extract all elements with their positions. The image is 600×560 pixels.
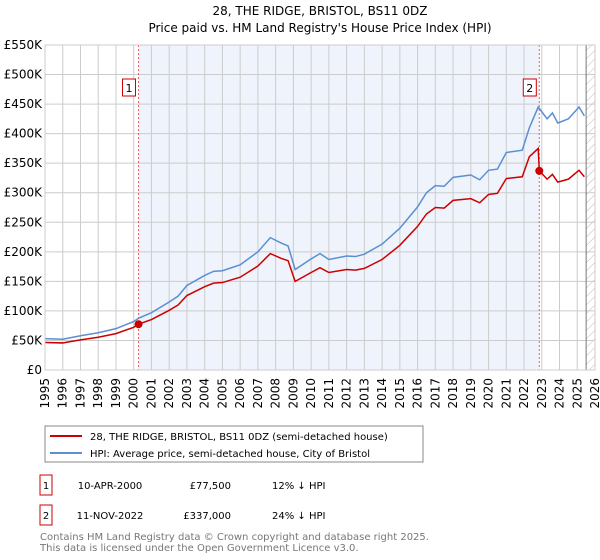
x-tick-label: 2010 (304, 378, 318, 409)
sale-price: £337,000 (183, 511, 231, 522)
sale-point (134, 320, 143, 329)
plot-border (44, 44, 596, 371)
y-tick-label: £500K (4, 68, 44, 82)
legend-price: 28, THE RIDGE, BRISTOL, BS11 0DZ (semi-d… (90, 432, 388, 443)
y-tick-label: £300K (4, 186, 44, 200)
sale-price: £77,500 (190, 481, 231, 492)
y-tick-label: £250K (4, 215, 44, 229)
x-tick-label: 2017 (428, 378, 442, 409)
x-tick-label: 2005 (215, 378, 229, 409)
x-tick-label: 2023 (535, 378, 549, 409)
x-tick-label: 1995 (38, 378, 52, 409)
sale-hpi: 24% ↓ HPI (272, 511, 325, 522)
sale-marker: 2 (43, 511, 49, 522)
x-tick-label: 2012 (340, 378, 354, 409)
legend-hpi: HPI: Average price, semi-detached house,… (90, 449, 370, 460)
x-tick-label: 2025 (570, 378, 584, 409)
x-tick-label: 2011 (322, 378, 336, 409)
sale-date: 11-NOV-2022 (77, 511, 144, 522)
x-tick-label: 2008 (269, 378, 283, 409)
sale-date: 10-APR-2000 (78, 481, 143, 492)
x-tick-label: 2022 (517, 378, 531, 409)
y-tick-label: £100K (4, 304, 44, 318)
chart-subtitle: Price paid vs. HM Land Registry's House … (148, 21, 491, 35)
y-tick-label: £150K (4, 274, 44, 288)
y-tick-label: £350K (4, 156, 44, 170)
chart-title: 28, THE RIDGE, BRISTOL, BS11 0DZ (213, 4, 428, 18)
hpi-line (44, 105, 585, 341)
sale-label-box (122, 78, 136, 97)
legend: 28, THE RIDGE, BRISTOL, BS11 0DZ (semi-d… (44, 425, 424, 463)
sale-label-box (522, 78, 537, 97)
x-tick-label: 2019 (464, 378, 478, 409)
x-tick-label: 2013 (357, 378, 371, 409)
sale-row: 2 11-NOV-2022 £337,000 24% ↓ HPI (39, 504, 325, 526)
x-tick-label: 2020 (482, 378, 496, 409)
x-tick-label: 2026 (588, 378, 600, 409)
x-tick-label: 2024 (553, 378, 567, 409)
x-tick-label: 2001 (144, 378, 158, 409)
y-tick-label: £450K (4, 97, 44, 111)
sale-row: 1 10-APR-2000 £77,500 12% ↓ HPI (39, 474, 325, 496)
x-tick-label: 2009 (286, 378, 300, 409)
y-tick-label: £550K (4, 38, 44, 52)
x-tick-label: 2006 (233, 378, 247, 409)
sale-marker: 1 (43, 481, 49, 492)
footer-line-2: This data is licensed under the Open Gov… (39, 543, 359, 554)
x-tick-label: 1998 (91, 378, 105, 409)
hatched-future-region (586, 45, 595, 370)
x-tick-label: 1996 (56, 378, 70, 409)
shaded-ownership-period (138, 45, 540, 370)
x-tick-label: 1999 (109, 378, 123, 409)
y-tick-label: £0 (27, 363, 42, 377)
y-tick-label: £200K (4, 245, 44, 259)
x-tick-label: 2000 (127, 378, 141, 409)
footer-line-1: Contains HM Land Registry data © Crown c… (40, 532, 429, 543)
x-tick-label: 2015 (393, 378, 407, 409)
x-tick-label: 2004 (198, 378, 212, 409)
x-tick-label: 2021 (499, 378, 513, 409)
x-tick-label: 1997 (73, 378, 87, 409)
sale-label: 2 (526, 82, 533, 95)
x-tick-label: 2007 (251, 378, 265, 409)
x-tick-label: 2016 (411, 378, 425, 409)
sale-hpi: 12% ↓ HPI (272, 481, 325, 492)
price-paid-line (44, 146, 585, 344)
sale-label: 1 (126, 82, 133, 95)
sale-point (535, 166, 544, 175)
sales-table: 1 10-APR-2000 £77,500 12% ↓ HPI 2 11-NOV… (39, 474, 325, 526)
y-tick-label: £400K (4, 127, 44, 141)
x-tick-label: 2014 (375, 378, 389, 409)
y-tick-label: £50K (11, 333, 43, 347)
x-tick-label: 2018 (446, 378, 460, 409)
x-tick-label: 2002 (162, 378, 176, 409)
x-tick-label: 2003 (180, 378, 194, 409)
